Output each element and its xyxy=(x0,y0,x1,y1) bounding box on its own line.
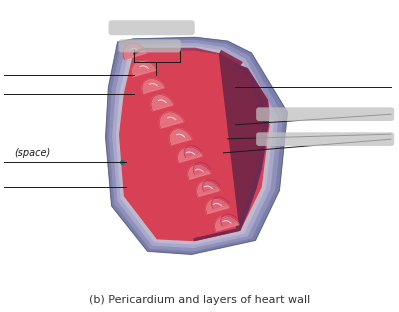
Polygon shape xyxy=(109,41,282,251)
Polygon shape xyxy=(197,181,220,197)
FancyBboxPatch shape xyxy=(119,39,181,52)
FancyBboxPatch shape xyxy=(109,20,195,35)
Polygon shape xyxy=(151,95,174,111)
Polygon shape xyxy=(206,198,229,214)
Text: (space): (space) xyxy=(14,148,50,158)
Polygon shape xyxy=(178,147,203,163)
FancyBboxPatch shape xyxy=(256,107,394,121)
Polygon shape xyxy=(117,47,273,244)
Polygon shape xyxy=(235,64,267,229)
Polygon shape xyxy=(215,216,239,231)
Polygon shape xyxy=(120,50,269,241)
Text: (b) Pericardium and layers of heart wall: (b) Pericardium and layers of heart wall xyxy=(89,295,310,305)
Polygon shape xyxy=(123,43,147,59)
Polygon shape xyxy=(132,61,157,77)
Polygon shape xyxy=(188,164,211,179)
Polygon shape xyxy=(106,37,287,254)
Polygon shape xyxy=(178,147,203,163)
Polygon shape xyxy=(219,51,242,66)
Polygon shape xyxy=(184,145,201,157)
Polygon shape xyxy=(123,43,147,59)
Polygon shape xyxy=(194,54,269,241)
Polygon shape xyxy=(206,198,229,214)
Polygon shape xyxy=(113,44,278,247)
Polygon shape xyxy=(159,112,184,128)
Polygon shape xyxy=(134,48,219,55)
Polygon shape xyxy=(170,129,192,145)
Polygon shape xyxy=(215,216,239,231)
Polygon shape xyxy=(142,79,165,94)
Polygon shape xyxy=(211,197,229,209)
Polygon shape xyxy=(132,61,157,77)
Polygon shape xyxy=(142,79,165,94)
Polygon shape xyxy=(159,112,184,128)
Polygon shape xyxy=(193,163,211,174)
Polygon shape xyxy=(151,95,174,111)
Polygon shape xyxy=(202,180,220,192)
Polygon shape xyxy=(197,181,220,197)
Polygon shape xyxy=(170,129,192,145)
Polygon shape xyxy=(221,214,238,226)
FancyBboxPatch shape xyxy=(256,132,394,146)
Polygon shape xyxy=(188,164,211,179)
